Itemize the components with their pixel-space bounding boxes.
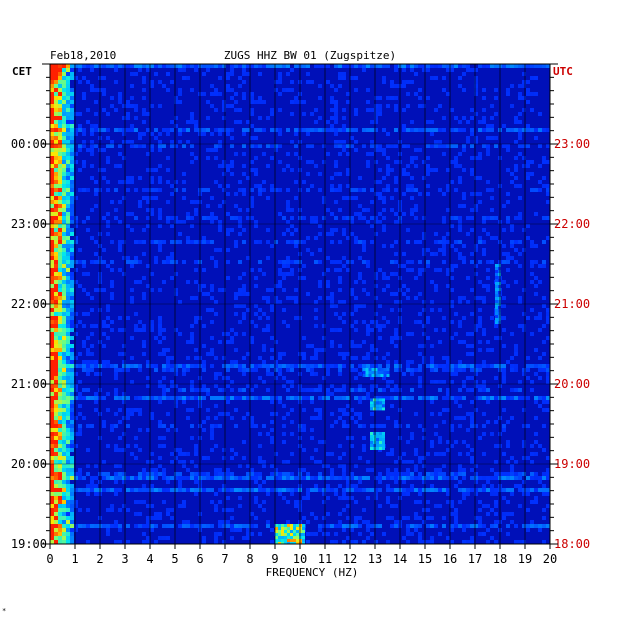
left-tick-label: 00:00 [11,137,47,151]
right-tick-label: 23:00 [554,137,590,151]
left-tick-label: 23:00 [11,217,47,231]
x-tick-label: 1 [71,552,78,566]
x-tick-label: 19 [518,552,532,566]
left-axis: 19:00 20:00 21:00 22:00 23:00 00:00 [11,63,50,551]
right-tick-label: 18:00 [554,537,590,551]
chart-title: ZUGS HHZ BW 01 (Zugspitze) [224,49,396,62]
right-tick-label: 20:00 [554,377,590,391]
x-tick-label: 11 [318,552,332,566]
plot-area [50,64,550,544]
x-tick-label: 5 [171,552,178,566]
x-tick-label: 13 [368,552,382,566]
left-tick-label: 21:00 [11,377,47,391]
right-tick-label: 21:00 [554,297,590,311]
x-axis-label: FREQUENCY (HZ) [266,566,359,579]
x-tick-label: 7 [221,552,228,566]
left-tick-label: 22:00 [11,297,47,311]
grid-lines [50,64,550,544]
right-tick-label: 19:00 [554,457,590,471]
x-tick-label: 20 [543,552,557,566]
x-tick-label: 12 [343,552,357,566]
chart-date: Feb18,2010 [50,49,116,62]
right-tick-label: 22:00 [554,217,590,231]
x-tick-label: 9 [271,552,278,566]
x-tick-label: 4 [146,552,153,566]
x-tick-label: 0 [46,552,53,566]
x-tick-label: 6 [196,552,203,566]
x-tick-label: 2 [96,552,103,566]
x-tick-label: 15 [418,552,432,566]
x-tick-label: 16 [443,552,457,566]
footer-mark: * [2,607,6,615]
right-axis-label: UTC [553,65,573,78]
spectrogram-cells [50,64,550,544]
left-tick-label: 20:00 [11,457,47,471]
x-tick-label: 14 [393,552,407,566]
x-axis: 0 1 2 3 4 5 6 7 8 9 10 11 12 13 14 15 16 17 18 19 20 [46,544,557,566]
x-tick-label: 18 [493,552,507,566]
right-axis: 18:00 19:00 20:00 21:00 22:00 23:00 [550,63,590,551]
x-tick-label: 10 [293,552,307,566]
x-tick-label: 8 [246,552,253,566]
x-tick-label: 3 [121,552,128,566]
x-tick-label: 17 [468,552,482,566]
left-tick-label: 19:00 [11,537,47,551]
left-axis-label: CET [12,65,32,78]
